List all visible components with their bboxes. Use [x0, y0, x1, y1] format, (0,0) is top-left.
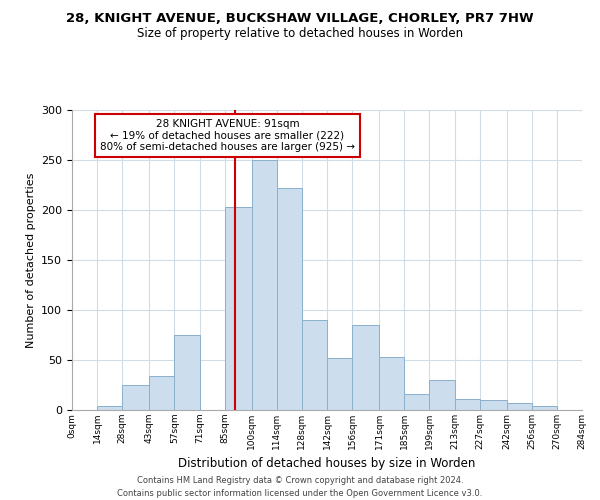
Text: Size of property relative to detached houses in Worden: Size of property relative to detached ho… — [137, 28, 463, 40]
Bar — [302, 320, 327, 410]
Bar — [149, 376, 175, 410]
Bar — [175, 335, 199, 410]
Bar — [379, 357, 404, 410]
Bar — [277, 188, 302, 410]
X-axis label: Distribution of detached houses by size in Worden: Distribution of detached houses by size … — [178, 458, 476, 470]
Text: 28 KNIGHT AVENUE: 91sqm
← 19% of detached houses are smaller (222)
80% of semi-d: 28 KNIGHT AVENUE: 91sqm ← 19% of detache… — [100, 119, 355, 152]
Bar — [532, 406, 557, 410]
Bar — [404, 394, 430, 410]
Bar — [251, 160, 277, 410]
Y-axis label: Number of detached properties: Number of detached properties — [26, 172, 35, 348]
Text: 28, KNIGHT AVENUE, BUCKSHAW VILLAGE, CHORLEY, PR7 7HW: 28, KNIGHT AVENUE, BUCKSHAW VILLAGE, CHO… — [66, 12, 534, 26]
Bar — [430, 380, 455, 410]
Bar — [455, 399, 479, 410]
Bar — [352, 325, 379, 410]
Bar — [506, 403, 532, 410]
Bar — [327, 358, 352, 410]
Bar — [122, 385, 149, 410]
Bar — [479, 400, 506, 410]
Bar — [224, 207, 251, 410]
Text: Contains HM Land Registry data © Crown copyright and database right 2024.
Contai: Contains HM Land Registry data © Crown c… — [118, 476, 482, 498]
Bar — [97, 406, 122, 410]
